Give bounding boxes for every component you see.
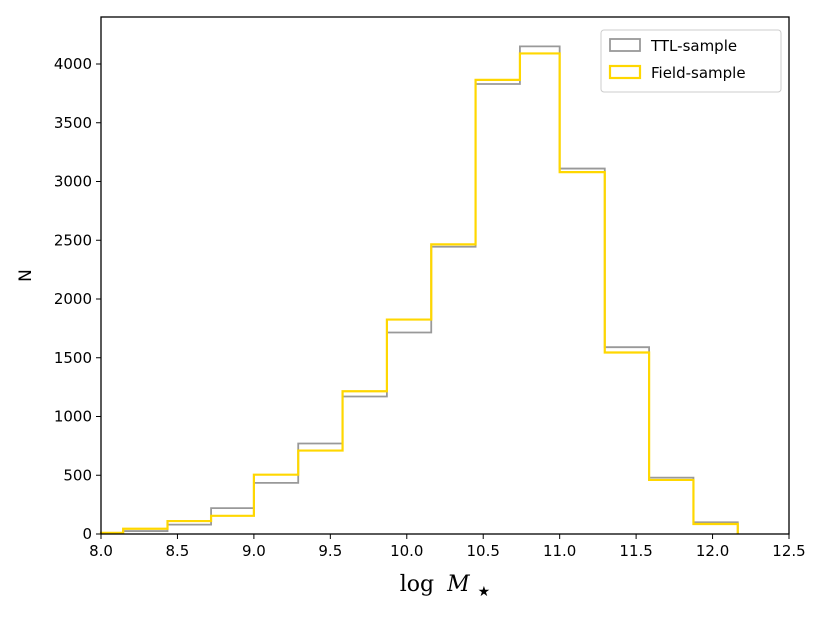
x-axis-label-var: M <box>446 572 470 597</box>
x-tick-label: 10.0 <box>390 542 423 560</box>
x-axis-label-func: log <box>400 572 434 597</box>
plot-frame <box>100 16 790 535</box>
y-tick-label: 2000 <box>54 290 92 308</box>
x-tick-label: 11.5 <box>619 542 652 560</box>
x-axis-label: log M ★ <box>400 572 490 600</box>
x-axis: 8.0 8.5 9.0 9.5 10.0 10.5 11.0 11.5 12.0 12.5 <box>89 534 806 560</box>
x-tick-label: 12.0 <box>696 542 729 560</box>
y-tick-label: 1000 <box>54 408 92 426</box>
series-field-sample-line <box>99 52 739 534</box>
y-axis: 0 500 1000 1500 2000 2500 3000 3500 4000 <box>54 55 101 543</box>
legend: TTL-sample Field-sample <box>600 29 782 93</box>
x-axis-label-sub: ★ <box>478 584 491 600</box>
x-tick-label: 9.5 <box>318 542 342 560</box>
x-tick-label: 9.0 <box>242 542 266 560</box>
x-tick-label: 8.5 <box>166 542 190 560</box>
x-tick-label: 12.5 <box>772 542 805 560</box>
x-tick-label: 11.0 <box>543 542 576 560</box>
y-tick-label: 3000 <box>54 173 92 191</box>
legend-swatch <box>609 38 641 52</box>
y-tick-label: 4000 <box>54 55 92 73</box>
y-tick-label: 0 <box>82 525 92 543</box>
x-tick-label: 10.5 <box>467 542 500 560</box>
legend-box <box>600 29 782 93</box>
x-tick-label: 8.0 <box>89 542 113 560</box>
legend-swatch <box>608 64 642 80</box>
legend-label: TTL-sample <box>650 37 737 55</box>
y-axis-label: N <box>16 269 36 282</box>
y-tick-label: 500 <box>63 466 92 484</box>
series-layer <box>99 45 739 535</box>
y-tick-label: 3500 <box>54 114 92 132</box>
y-tick-label: 2500 <box>54 231 92 249</box>
series-ttl-sample-line <box>100 45 739 535</box>
y-tick-label: 1500 <box>54 349 92 367</box>
legend-label: Field-sample <box>651 64 746 82</box>
